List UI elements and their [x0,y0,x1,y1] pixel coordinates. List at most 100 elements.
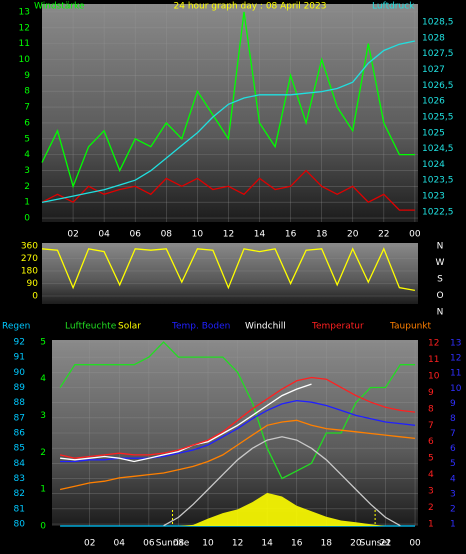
legend-label: Taupunkt [389,322,432,332]
x-tick-label: 14 [261,539,273,549]
line [60,383,312,463]
y-tick-label: 360 [21,242,38,252]
x-tick-label: 06 [143,539,155,549]
y-tick-label: 1027,5 [422,49,454,59]
plot-area [42,4,418,222]
line [41,40,416,204]
y-tick-label: 1028,5 [422,18,454,28]
y-tick-label: 1024,5 [422,144,454,154]
y-tick-label: 2 [24,182,30,192]
y-tick-label: 11 [450,369,461,379]
y-tick-label: 4 [40,374,46,384]
y-tick-label: 7 [24,103,30,113]
plot-area [42,243,418,304]
y-tick-label: 6 [450,444,456,454]
legend-label: Temperatur [311,322,364,332]
compass-label: W [436,258,445,268]
y-tick-label: 87 [14,413,25,423]
y-tick-label: 180 [21,267,38,277]
y-tick-label: 6 [24,118,30,128]
y-tick-label: 1025,5 [422,112,454,122]
y-tick-label: 90 [27,279,39,289]
line [59,419,416,491]
annotation-label: Sunrise [156,539,190,549]
x-tick-label: 04 [98,230,110,240]
x-tick-label: 08 [173,539,185,549]
y-tick-label: 86 [14,429,26,439]
y-tick-label: 91 [14,353,25,363]
y-tick-label: 10 [450,384,462,394]
y-tick-label: 0 [24,214,30,224]
y-tick-label: 82 [14,489,25,499]
y-axis-label: Windstärke [34,2,85,12]
y-tick-label: 1 [24,198,30,208]
y-tick-label: 12 [450,354,461,364]
y-tick-label: 5 [428,454,434,464]
y-tick-label: 9 [428,388,434,398]
y-tick-label: 4 [450,474,456,484]
y-tick-label: 5 [450,459,456,469]
y-tick-label: 8 [24,87,30,97]
y-tick-label: 90 [14,368,26,378]
compass-label: N [437,242,444,252]
y-tick-label: 0 [40,522,46,532]
y-tick-label: 85 [14,444,25,454]
y-tick-label: 80 [14,520,26,530]
x-tick-label: 14 [254,230,266,240]
x-tick-label: 18 [316,230,328,240]
y-tick-label: 2 [450,504,456,514]
line [41,169,415,211]
y-tick-label: 89 [14,383,26,393]
legend-label: Luftfeuchte [65,322,117,332]
y-tick-label: 1025 [422,128,445,138]
x-tick-label: 04 [114,539,126,549]
y-tick-label: 9 [24,71,30,81]
y-tick-label: 12 [428,338,439,348]
y-tick-label: 83 [14,474,25,484]
y-tick-label: 3 [450,489,456,499]
y-tick-label: 1024 [422,160,445,170]
y-tick-label: 7 [428,421,434,431]
line [41,11,415,189]
y-tick-label: 270 [21,254,38,264]
x-tick-label: 02 [84,539,95,549]
y-tick-label: 1023,5 [422,176,454,186]
x-tick-label: 10 [192,230,204,240]
y-tick-label: 1023 [422,192,445,202]
x-tick-label: 18 [321,539,333,549]
y-tick-label: 8 [428,404,434,414]
y-tick-label: 1026 [422,97,445,107]
x-tick-label: 12 [223,230,234,240]
y-tick-label: 11 [19,39,30,49]
y-tick-label: 4 [24,150,30,160]
y-tick-label: 4 [428,470,434,480]
y-tick-label: 1027 [422,65,445,75]
plot-area [52,340,418,526]
y-tick-label: 1 [428,520,434,530]
y2-axis-label: Luftdruck [372,2,415,12]
compass-label: S [437,275,443,285]
legend-label: Temp. Boden [171,322,230,332]
chart-title: 24 hour graph day : 08 April 2023 [174,2,327,12]
y-tick-label: 6 [428,437,434,447]
y-tick-label: 9 [450,399,456,409]
y-tick-label: 7 [450,429,456,439]
y-tick-label: 1 [450,520,456,530]
annotation-label: Sunset [360,539,391,549]
y-tick-label: 84 [14,459,26,469]
y-tick-label: 3 [24,166,30,176]
x-tick-label: 00 [409,539,421,549]
y-tick-label: 12 [19,23,30,33]
x-tick-label: 16 [285,230,297,240]
line [163,436,401,527]
x-tick-label: 00 [409,230,421,240]
x-tick-label: 16 [291,539,303,549]
x-tick-label: 02 [67,230,78,240]
y-tick-label: 0 [32,292,38,302]
y-tick-label: 92 [14,337,25,347]
y-tick-label: 5 [24,134,30,144]
y-tick-label: 81 [14,504,25,514]
y-tick-label: 1028 [422,33,445,43]
x-tick-label: 10 [202,539,214,549]
